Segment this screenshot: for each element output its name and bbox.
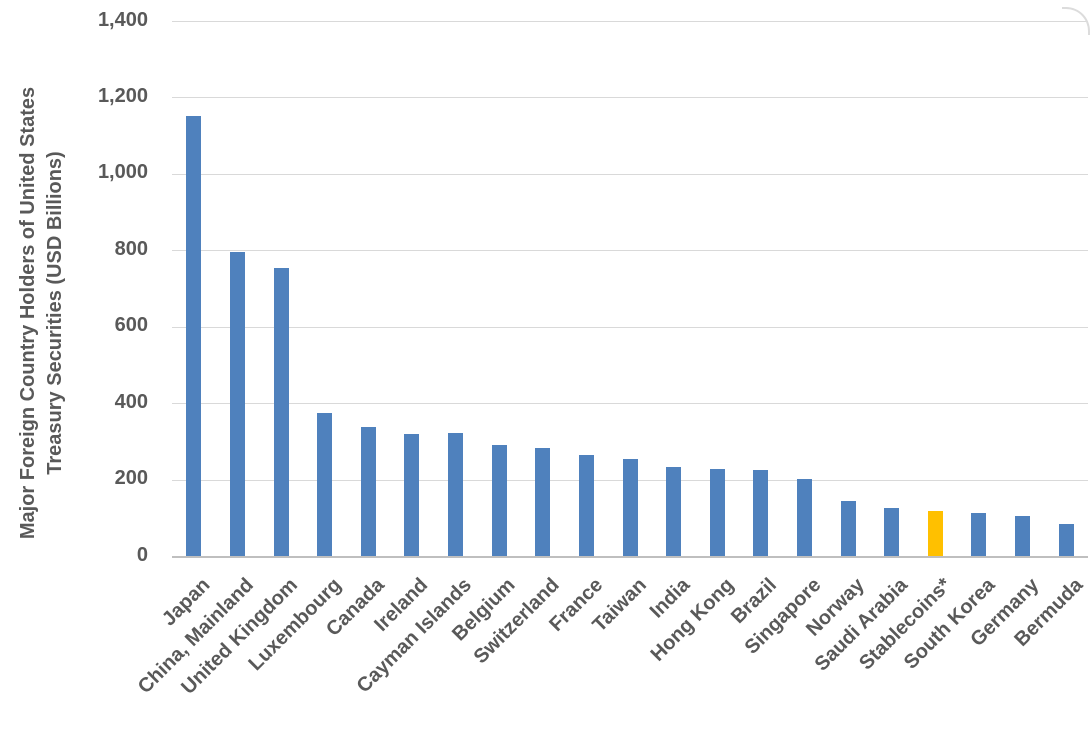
gridline-800	[172, 250, 1088, 252]
bar-japan	[186, 116, 202, 557]
bar-stablecoins	[927, 510, 943, 557]
y-tick-label-800: 800	[114, 237, 148, 260]
y-tick-label-600: 600	[114, 314, 148, 337]
bar-canada	[360, 426, 376, 557]
bar-belgium	[491, 444, 507, 557]
gridline-600	[172, 326, 1088, 328]
gridline-1200	[172, 97, 1088, 99]
bar-hong-kong	[709, 468, 725, 557]
bar-united-kingdom	[273, 267, 289, 557]
chart-border-corner	[1062, 7, 1090, 35]
y-tick-label-1-200: 1,200	[97, 84, 148, 107]
bar-cayman-islands	[448, 433, 464, 557]
gridline-1000	[172, 173, 1088, 175]
bar-luxembourg	[317, 413, 333, 557]
y-tick-label-0: 0	[136, 543, 148, 566]
y-tick-label-1-000: 1,000	[97, 161, 148, 184]
y-axis-title-line1: Major Foreign Country Holders of United …	[17, 86, 39, 540]
bar-switzerland	[535, 448, 551, 557]
y-axis-title: Major Foreign Country Holders of United …	[15, 23, 73, 603]
bar-taiwan	[622, 459, 638, 557]
y-tick-label-1-400: 1,400	[97, 8, 148, 31]
x-axis-line	[172, 555, 1088, 558]
bar-south-korea	[971, 513, 987, 557]
bar-bermuda	[1058, 523, 1074, 557]
gridline-1400	[172, 21, 1088, 22]
bar-saudi-arabia	[884, 507, 900, 557]
y-tick-label-200: 200	[114, 467, 148, 490]
bar-china-mainland	[229, 251, 245, 557]
y-tick-label-400: 400	[114, 390, 148, 413]
gridline-400	[172, 403, 1088, 405]
y-axis-title-line2: Treasury Securities (USD Billions)	[44, 151, 66, 475]
bar-brazil	[753, 470, 769, 557]
bar-norway	[840, 501, 856, 557]
bar-france	[578, 454, 594, 557]
bar-singapore	[796, 478, 812, 557]
bar-ireland	[404, 434, 420, 557]
bar-india	[666, 466, 682, 557]
bar-germany	[1015, 515, 1031, 557]
